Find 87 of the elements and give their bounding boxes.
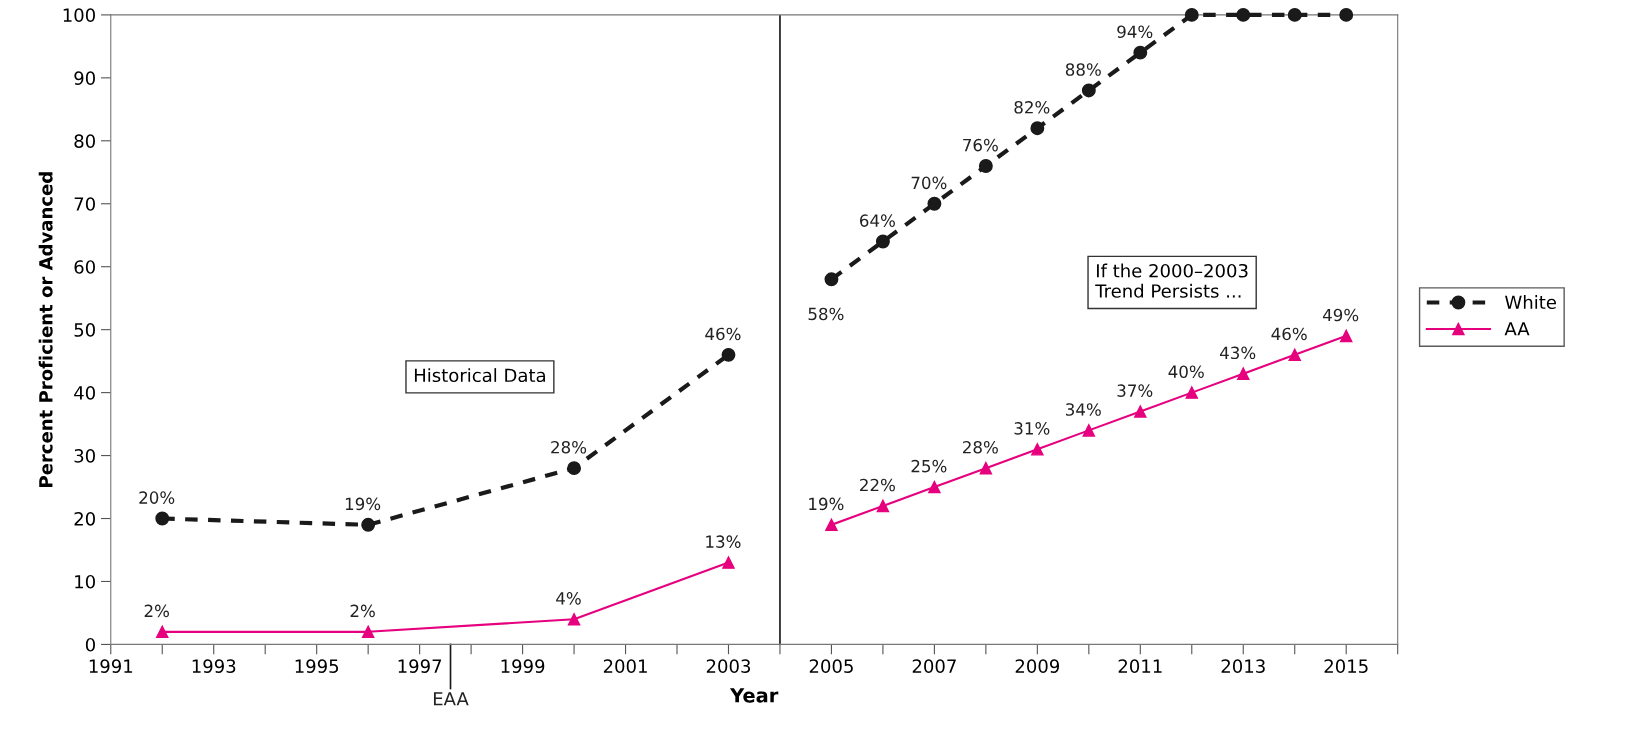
- point: [155, 511, 170, 526]
- y-tick-label: 90: [74, 71, 95, 85]
- point: [979, 461, 993, 475]
- point: [567, 461, 582, 476]
- data-label: 46%: [705, 327, 741, 341]
- data-label: 70%: [911, 176, 947, 190]
- data-label: 82%: [1014, 101, 1050, 114]
- point: [1339, 7, 1354, 22]
- annotation: If the 2000–2003 Trend Persists ...: [1095, 263, 1248, 298]
- data-label: 58%: [808, 307, 844, 321]
- x-tick-label: 2003: [706, 659, 751, 673]
- y-tick-label: 80: [74, 134, 95, 148]
- data-label: 2%: [350, 604, 375, 618]
- data-label: 40%: [1168, 365, 1204, 379]
- data-label: 94%: [1117, 25, 1153, 39]
- x-tick-label: 2007: [912, 659, 956, 673]
- y-tick-label: 60: [74, 260, 95, 274]
- legend-label: White: [1505, 295, 1556, 310]
- point: [1288, 348, 1301, 362]
- y-tick-label: 20: [74, 511, 95, 526]
- point: [1287, 7, 1302, 22]
- point: [722, 556, 735, 569]
- annotation: Historical Data: [414, 368, 545, 383]
- data-label: 43%: [1219, 346, 1256, 360]
- point: [361, 625, 375, 639]
- x-tick-label: 1999: [501, 659, 545, 673]
- point: [567, 612, 581, 626]
- legend-label: AA: [1504, 322, 1530, 336]
- point: [1185, 386, 1199, 399]
- point: [1031, 443, 1044, 456]
- data-label: 37%: [1117, 384, 1153, 397]
- data-label: 76%: [963, 138, 998, 152]
- data-label: 19%: [345, 497, 381, 511]
- x-tick-label: 2005: [809, 659, 853, 673]
- x-axis-title: Year: [729, 688, 779, 703]
- x-tick-label: 2009: [1015, 659, 1060, 673]
- data-label: 19%: [809, 497, 844, 511]
- x-tick-label: 2011: [1118, 659, 1162, 673]
- x-tick-label: 1997: [398, 659, 442, 673]
- data-label: 46%: [1271, 327, 1307, 341]
- point: [155, 625, 169, 639]
- y-tick-label: 50: [74, 323, 95, 337]
- point: [825, 518, 838, 532]
- x-tick-label: 2013: [1221, 659, 1265, 673]
- point: [1030, 121, 1045, 136]
- point: [1081, 83, 1096, 98]
- data-label: 31%: [1014, 422, 1050, 435]
- data-label: 64%: [860, 214, 895, 227]
- point: [1339, 329, 1353, 343]
- point: [1134, 405, 1147, 418]
- data-label: 28%: [551, 440, 587, 454]
- data-label: 28%: [963, 440, 998, 454]
- y-axis-title: Percent Proficient or Advanced: [38, 172, 53, 487]
- data-label: 13%: [706, 535, 741, 548]
- y-tick-label: 100: [63, 8, 95, 23]
- point: [875, 234, 890, 249]
- x-tick-label: 1995: [295, 659, 339, 673]
- y-tick-label: 70: [74, 197, 95, 211]
- point: [928, 480, 941, 494]
- data-label: 22%: [860, 478, 895, 492]
- data-label: 20%: [139, 491, 175, 504]
- point: [1133, 45, 1148, 60]
- point: [721, 347, 736, 362]
- data-label: 25%: [911, 459, 947, 473]
- data-label: 4%: [556, 592, 581, 605]
- data-label: 34%: [1066, 403, 1101, 416]
- x-tick-label: 1993: [192, 659, 236, 673]
- point: [876, 499, 890, 513]
- y-tick-label: 0: [85, 637, 95, 652]
- x-tick-label: 1991: [89, 659, 133, 673]
- point: [1082, 424, 1096, 437]
- x-tick-label: 2001: [603, 659, 647, 673]
- y-tick-label: 10: [75, 574, 95, 589]
- point: [1237, 367, 1250, 380]
- point: [824, 272, 839, 287]
- ref-line-label: EAA: [433, 692, 469, 706]
- point: [978, 159, 993, 173]
- point: [1236, 7, 1251, 22]
- x-tick-label: 2015: [1324, 659, 1368, 673]
- y-tick-label: 40: [74, 386, 95, 400]
- point: [927, 196, 942, 211]
- point: [361, 517, 376, 532]
- data-label: 49%: [1322, 308, 1359, 322]
- point: [1184, 7, 1199, 22]
- data-label: 88%: [1065, 63, 1101, 76]
- y-tick-label: 30: [74, 449, 95, 463]
- data-label: 2%: [144, 604, 169, 618]
